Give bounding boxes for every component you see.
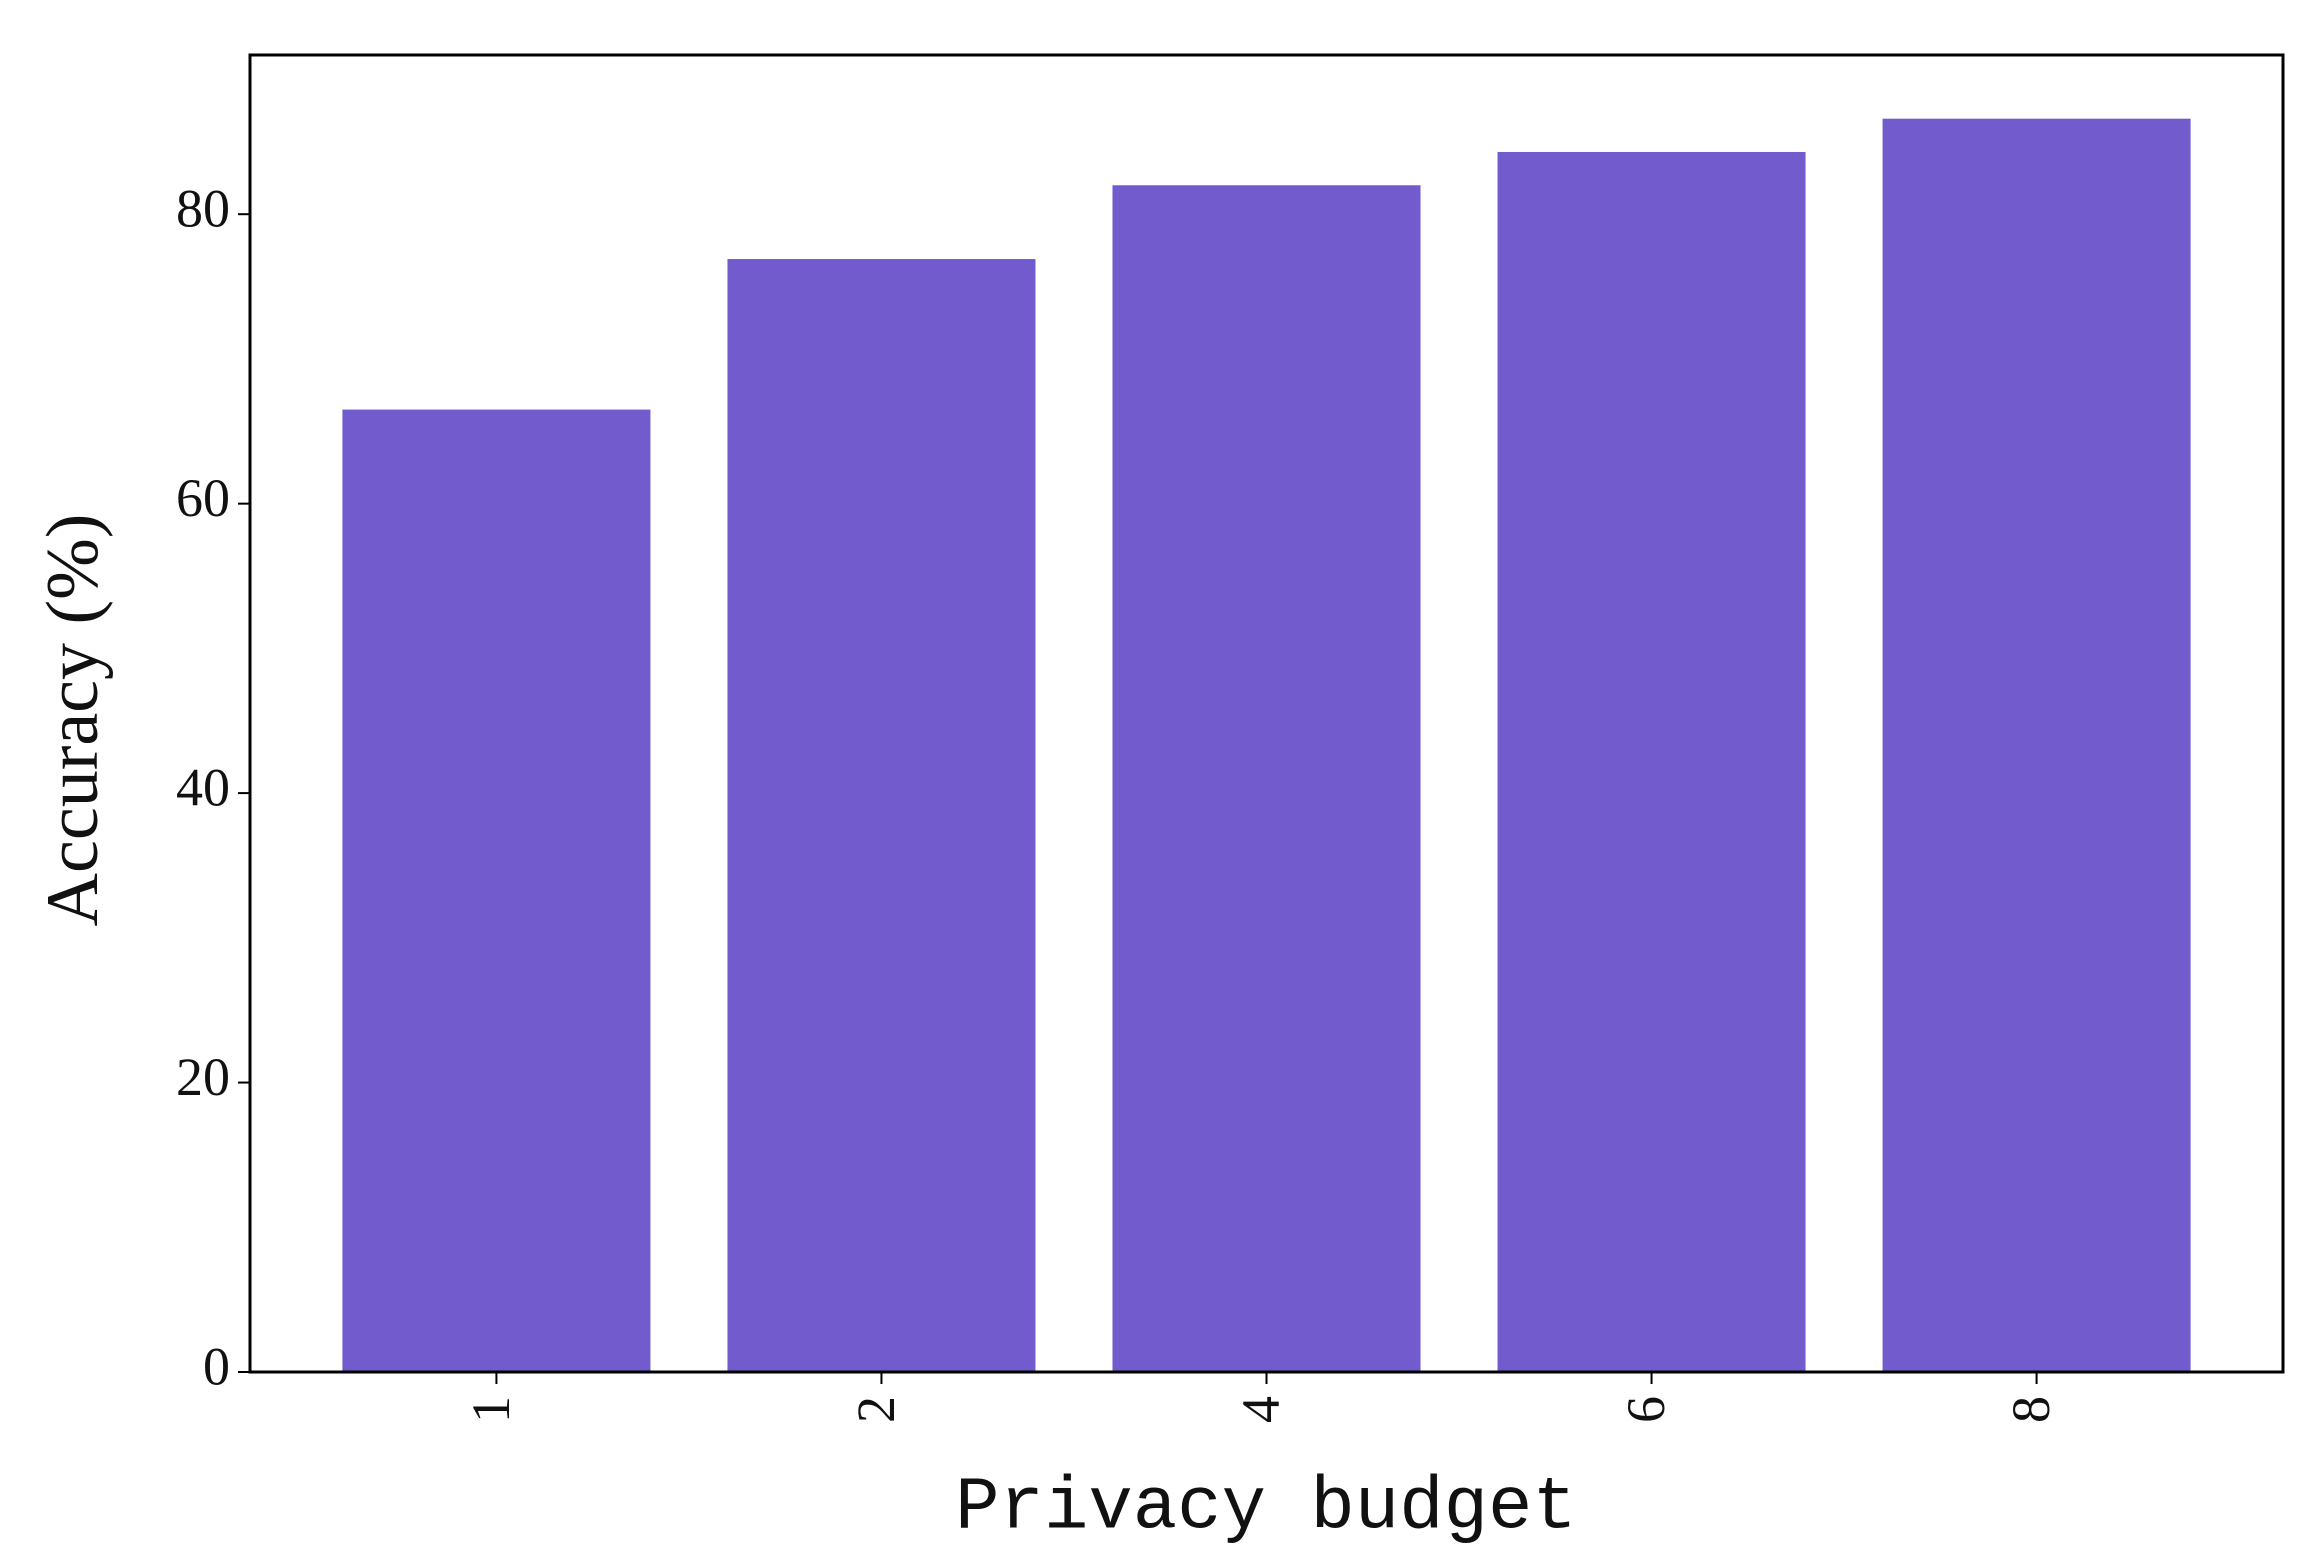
x-tick-label: 4 <box>1231 1396 1291 1423</box>
x-tick-label: 2 <box>846 1396 906 1423</box>
y-tick-label: 80 <box>176 179 230 239</box>
y-tick-label: 60 <box>176 468 230 528</box>
bar <box>727 259 1036 1372</box>
x-axis-label: Privacy budget <box>955 1467 1577 1551</box>
x-tick-label: 1 <box>461 1396 521 1423</box>
bar <box>342 409 651 1373</box>
bar <box>1882 118 2191 1373</box>
y-tick-label: 20 <box>176 1047 230 1107</box>
x-tick-label: 6 <box>1616 1396 1676 1423</box>
y-tick-label: 40 <box>176 757 230 817</box>
y-tick-label: 0 <box>203 1336 230 1396</box>
plot-frame <box>248 53 2285 1374</box>
y-axis-label: Accuracy (%) <box>32 514 114 927</box>
bar <box>1497 151 1806 1372</box>
x-tick-label: 8 <box>2001 1396 2061 1423</box>
bar <box>1112 185 1421 1373</box>
